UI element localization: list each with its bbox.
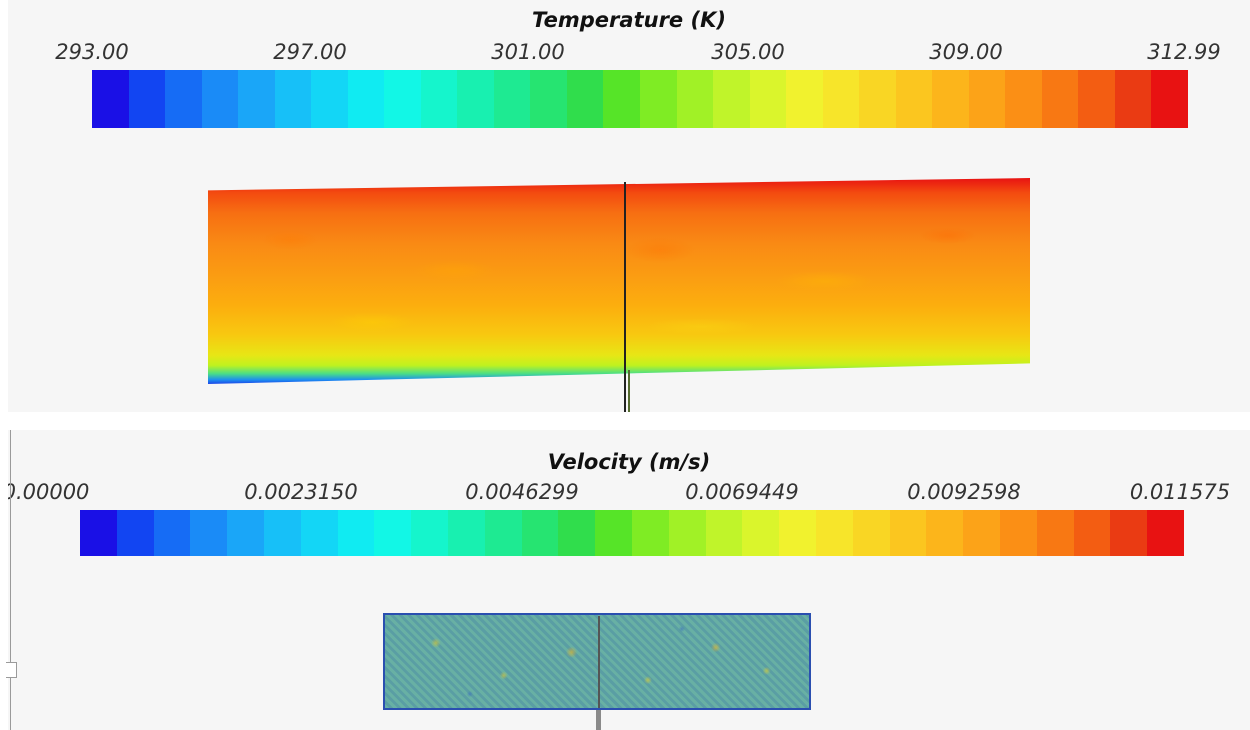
velocity-colorbar-swatch (963, 510, 1000, 556)
velocity-colorbar-swatch (337, 510, 375, 556)
velocity-colorbar-swatch (153, 510, 191, 556)
velocity-colorbar-swatch (815, 510, 853, 556)
temperature-colorbar-swatch (1114, 70, 1152, 128)
temperature-colorbar-swatch (384, 70, 421, 128)
temperature-colorbar-swatch (822, 70, 860, 128)
temperature-colorbar-swatch (932, 70, 969, 128)
temperature-colorbar-swatch (1041, 70, 1079, 128)
temperature-colorbar-swatch (676, 70, 714, 128)
temperature-colorbar-swatch (420, 70, 458, 128)
temperature-tick-label: 301.00 (491, 40, 565, 64)
temperature-colorbar-swatch (1005, 70, 1042, 128)
velocity-colorbar-swatch (411, 510, 448, 556)
temperature-colorbar-swatch (493, 70, 531, 128)
velocity-colorbar-swatch (999, 510, 1037, 556)
velocity-colorbar-swatch (263, 510, 301, 556)
window-edge-handle[interactable] (6, 662, 17, 678)
temperature-colorbar (92, 70, 1188, 128)
velocity-colorbar-swatch (705, 510, 743, 556)
velocity-colorbar-swatch (521, 510, 559, 556)
temperature-colorbar-swatch (238, 70, 275, 128)
temperature-colorbar-swatch (968, 70, 1006, 128)
temperature-tick-label: 305.00 (711, 40, 785, 64)
temperature-colorbar-swatch (457, 70, 494, 128)
temperature-colorbar-swatch (603, 70, 640, 128)
temperature-colorbar-swatch (530, 70, 567, 128)
temperature-colorbar-swatch (1078, 70, 1115, 128)
temperature-field-plot (208, 178, 1030, 384)
temperature-colorbar-swatch (128, 70, 166, 128)
probe-line (624, 182, 626, 412)
temperature-colorbar-swatch (165, 70, 202, 128)
velocity-tick-label: 0.0092598 (907, 480, 1021, 504)
velocity-colorbar-swatch (779, 510, 816, 556)
temperature-colorbar-swatch (749, 70, 787, 128)
velocity-tick-label: 0.00000 (8, 480, 90, 504)
panel-divider (0, 412, 1250, 430)
velocity-colorbar-swatch (595, 510, 632, 556)
velocity-colorbar-swatch (374, 510, 412, 556)
temperature-colorbar-swatch (1151, 70, 1188, 128)
temperature-tick-label: 297.00 (273, 40, 347, 64)
velocity-tick-label: 0.0046299 (465, 480, 579, 504)
temperature-colorbar-swatch (311, 70, 348, 128)
temperature-colorbar-swatch (859, 70, 896, 128)
velocity-colorbar-swatch (742, 510, 780, 556)
temperature-field-texture (208, 178, 1030, 384)
velocity-colorbar-swatch (116, 510, 154, 556)
temperature-colorbar-swatch (895, 70, 933, 128)
velocity-colorbar-swatch (889, 510, 927, 556)
temperature-colorbar-swatch (786, 70, 823, 128)
velocity-tick-label: 0.0069449 (685, 480, 799, 504)
velocity-colorbar-swatch (668, 510, 706, 556)
velocity-colorbar-swatch (1036, 510, 1074, 556)
velocity-legend-title: Velocity (m/s) (547, 450, 711, 474)
temperature-colorbar-swatch (347, 70, 385, 128)
velocity-colorbar-swatch (852, 510, 890, 556)
velocity-colorbar-swatch (1110, 510, 1148, 556)
temperature-tick-label: 312.99 (1147, 40, 1221, 64)
velocity-colorbar-swatch (447, 510, 485, 556)
temperature-colorbar-swatch (713, 70, 750, 128)
velocity-colorbar-swatch (1073, 510, 1111, 556)
temperature-colorbar-swatch (566, 70, 604, 128)
temperature-colorbar-swatch (92, 70, 129, 128)
velocity-colorbar-swatch (80, 510, 117, 556)
velocity-colorbar-swatch (190, 510, 228, 556)
velocity-colorbar-swatch (631, 510, 669, 556)
velocity-colorbar-swatch (227, 510, 264, 556)
velocity-field-plot (383, 613, 811, 710)
probe-line (598, 616, 600, 708)
probe-stem (628, 370, 630, 412)
temperature-colorbar-swatch (201, 70, 239, 128)
temperature-legend-title: Temperature (K) (532, 8, 726, 32)
velocity-colorbar-swatch (926, 510, 964, 556)
velocity-colorbar-swatch (558, 510, 596, 556)
window-edge (10, 430, 11, 730)
temperature-tick-label: 293.00 (55, 40, 129, 64)
temperature-colorbar-swatch (274, 70, 312, 128)
velocity-colorbar-swatch (300, 510, 338, 556)
temperature-tick-label: 309.00 (929, 40, 1003, 64)
velocity-colorbar-swatch (1147, 510, 1184, 556)
velocity-panel: Velocity (m/s) 0.00000 0.0023150 0.00462… (8, 430, 1250, 730)
temperature-colorbar-swatch (639, 70, 677, 128)
velocity-colorbar-swatch (484, 510, 522, 556)
probe-stem (596, 710, 601, 730)
velocity-tick-label: 0.011575 (1129, 480, 1231, 504)
velocity-tick-label: 0.0023150 (244, 480, 358, 504)
velocity-colorbar (80, 510, 1184, 556)
temperature-panel: Temperature (K) 293.00 297.00 301.00 305… (8, 0, 1250, 412)
